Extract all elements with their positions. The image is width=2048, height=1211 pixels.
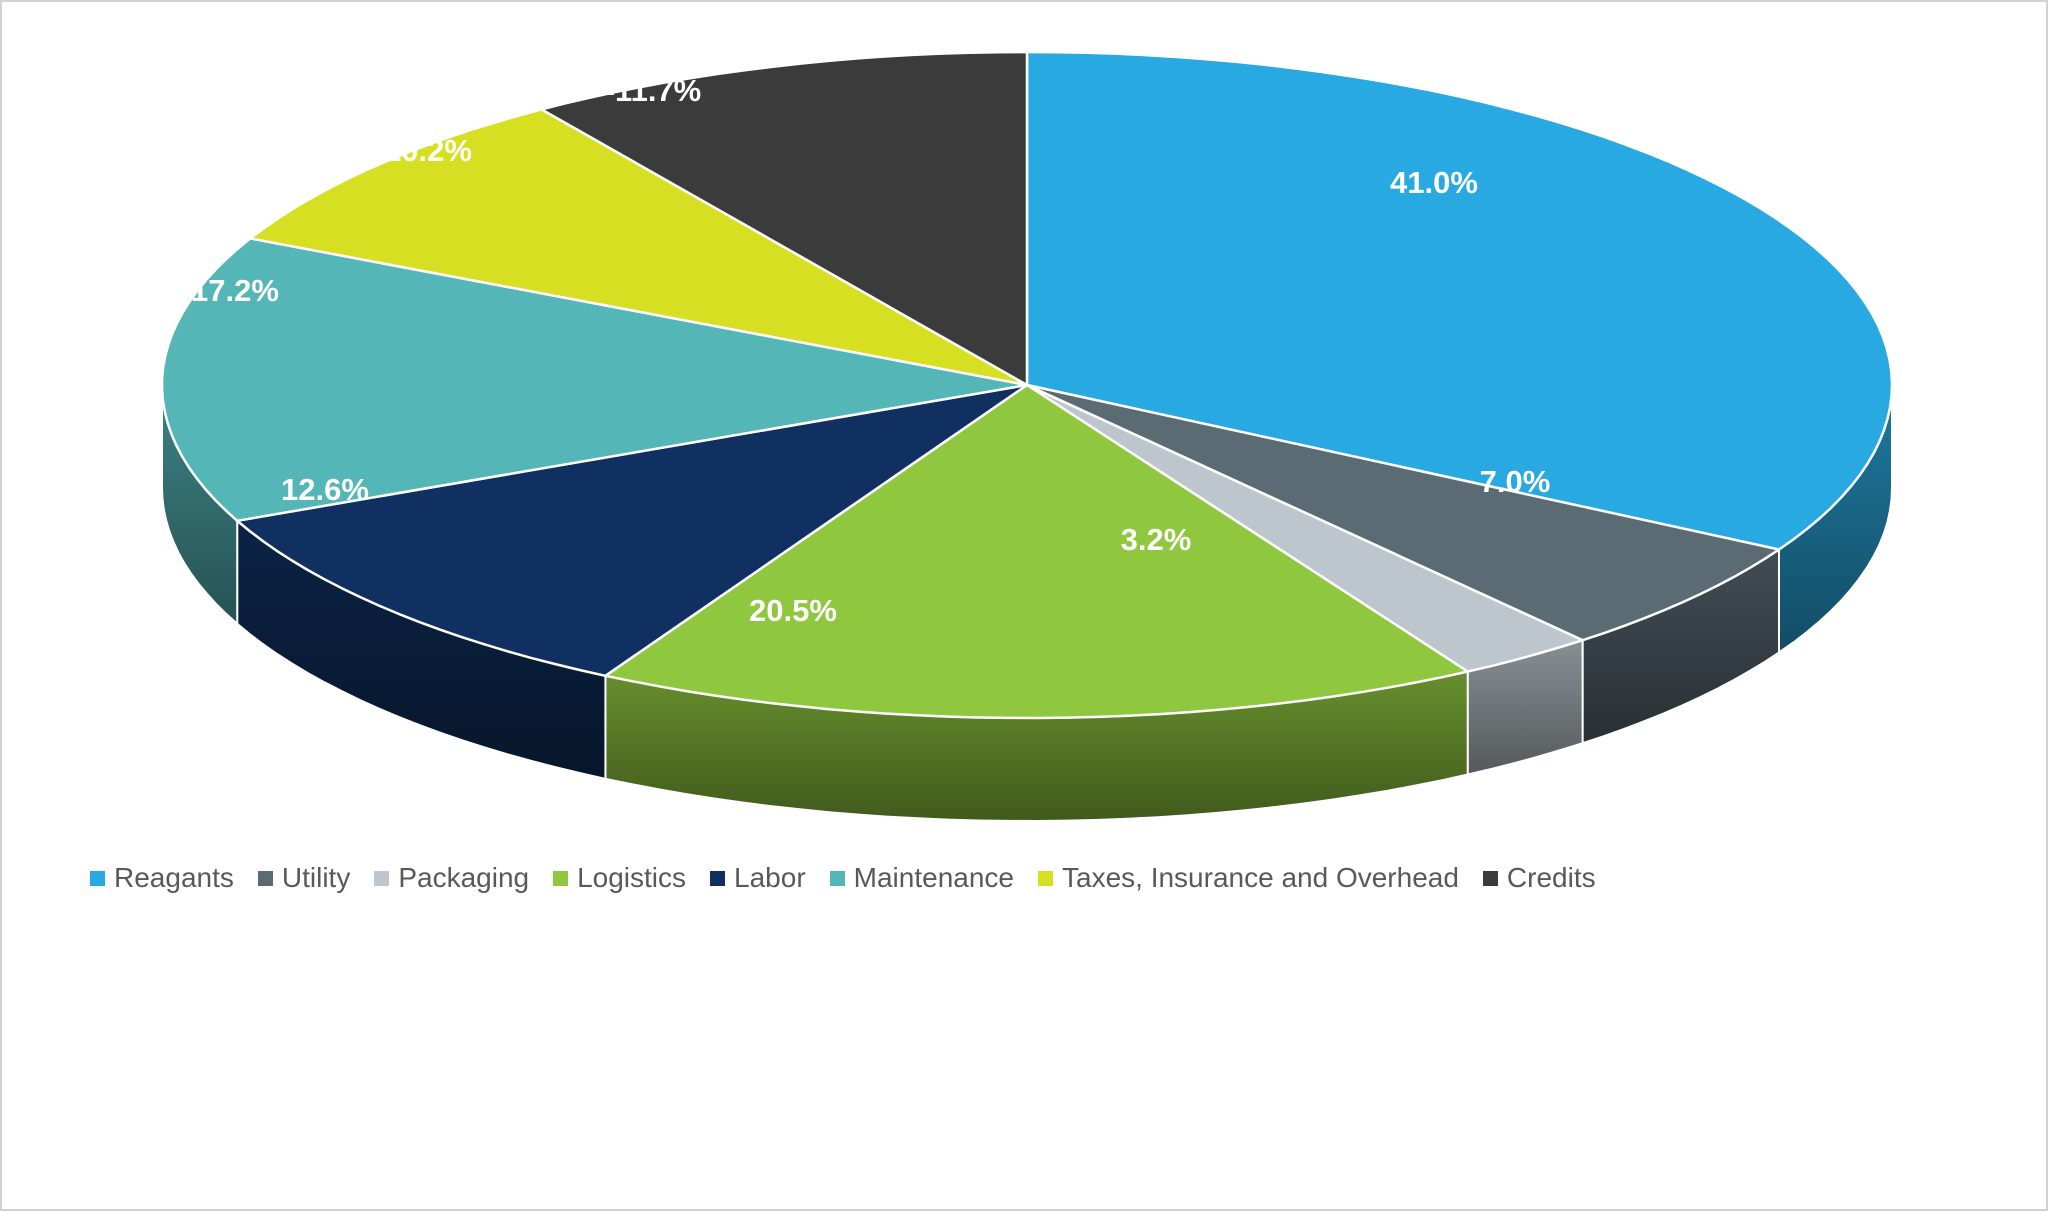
data-label-taxes-insurance-and-overhead: 10.2% bbox=[384, 133, 472, 168]
legend-marker-labor bbox=[710, 870, 726, 886]
pie-slice-logistics bbox=[604, 383, 1469, 720]
data-label-logistics: 20.5% bbox=[749, 593, 837, 628]
data-label-labor: 12.6% bbox=[281, 472, 369, 507]
legend-label-maintenance: Maintenance bbox=[853, 862, 1014, 893]
legend-item-packaging: Packaging bbox=[374, 862, 529, 894]
pie-slice-reagants bbox=[1025, 50, 1894, 551]
pie-slice-credits bbox=[540, 50, 1029, 387]
pie-slice-maintenance bbox=[160, 237, 1029, 523]
legend-item-credits: Credits bbox=[1482, 862, 1596, 894]
legend-marker-reagants bbox=[90, 870, 105, 886]
data-label-maintenance: 17.2% bbox=[191, 273, 279, 308]
legend-label-reagants: Reagants bbox=[114, 862, 234, 893]
legend-marker-utility bbox=[257, 870, 273, 886]
pie-slice-labor bbox=[235, 383, 1029, 678]
data-label-reagants: 41.0% bbox=[1390, 165, 1478, 200]
pie-slice-taxes-insurance-and-overhead bbox=[249, 108, 1029, 387]
legend-marker-taxes-insurance-and-overhead bbox=[1038, 870, 1053, 886]
data-label-packaging: 3.2% bbox=[1121, 522, 1192, 557]
data-label-utility: 7.0% bbox=[1480, 464, 1551, 499]
legend-label-labor: Labor bbox=[734, 862, 806, 893]
legend-item-maintenance: Maintenance bbox=[829, 862, 1014, 894]
legend-item-logistics: Logistics bbox=[553, 862, 686, 894]
legend-item-utility: Utility bbox=[257, 862, 351, 894]
legend-label-credits: Credits bbox=[1506, 862, 1596, 893]
legend-marker-packaging bbox=[374, 870, 390, 886]
legend-marker-maintenance bbox=[829, 870, 845, 886]
legend-item-taxes-insurance-and-overhead: Taxes, Insurance and Overhead bbox=[1038, 862, 1459, 894]
legend-label-packaging: Packaging bbox=[398, 862, 530, 893]
legend-item-labor: Labor bbox=[710, 862, 806, 894]
legend-marker-credits bbox=[1482, 870, 1498, 886]
legend-label-utility: Utility bbox=[281, 862, 351, 893]
chart-legend: Reagants Utility Packaging Logistics Labor Ma… bbox=[90, 854, 1596, 902]
legend-item-reagants: Reagants bbox=[90, 862, 234, 894]
legend-label-logistics: Logistics bbox=[577, 862, 687, 893]
pie-slice-packaging bbox=[1025, 383, 1584, 673]
legend-marker-logistics bbox=[553, 870, 569, 886]
legend-label-taxes-insurance-and-overhead: Taxes, Insurance and Overhead bbox=[1062, 862, 1459, 893]
pie-slice-utility bbox=[1025, 383, 1781, 642]
data-label-credits: -11.7% bbox=[605, 73, 702, 108]
